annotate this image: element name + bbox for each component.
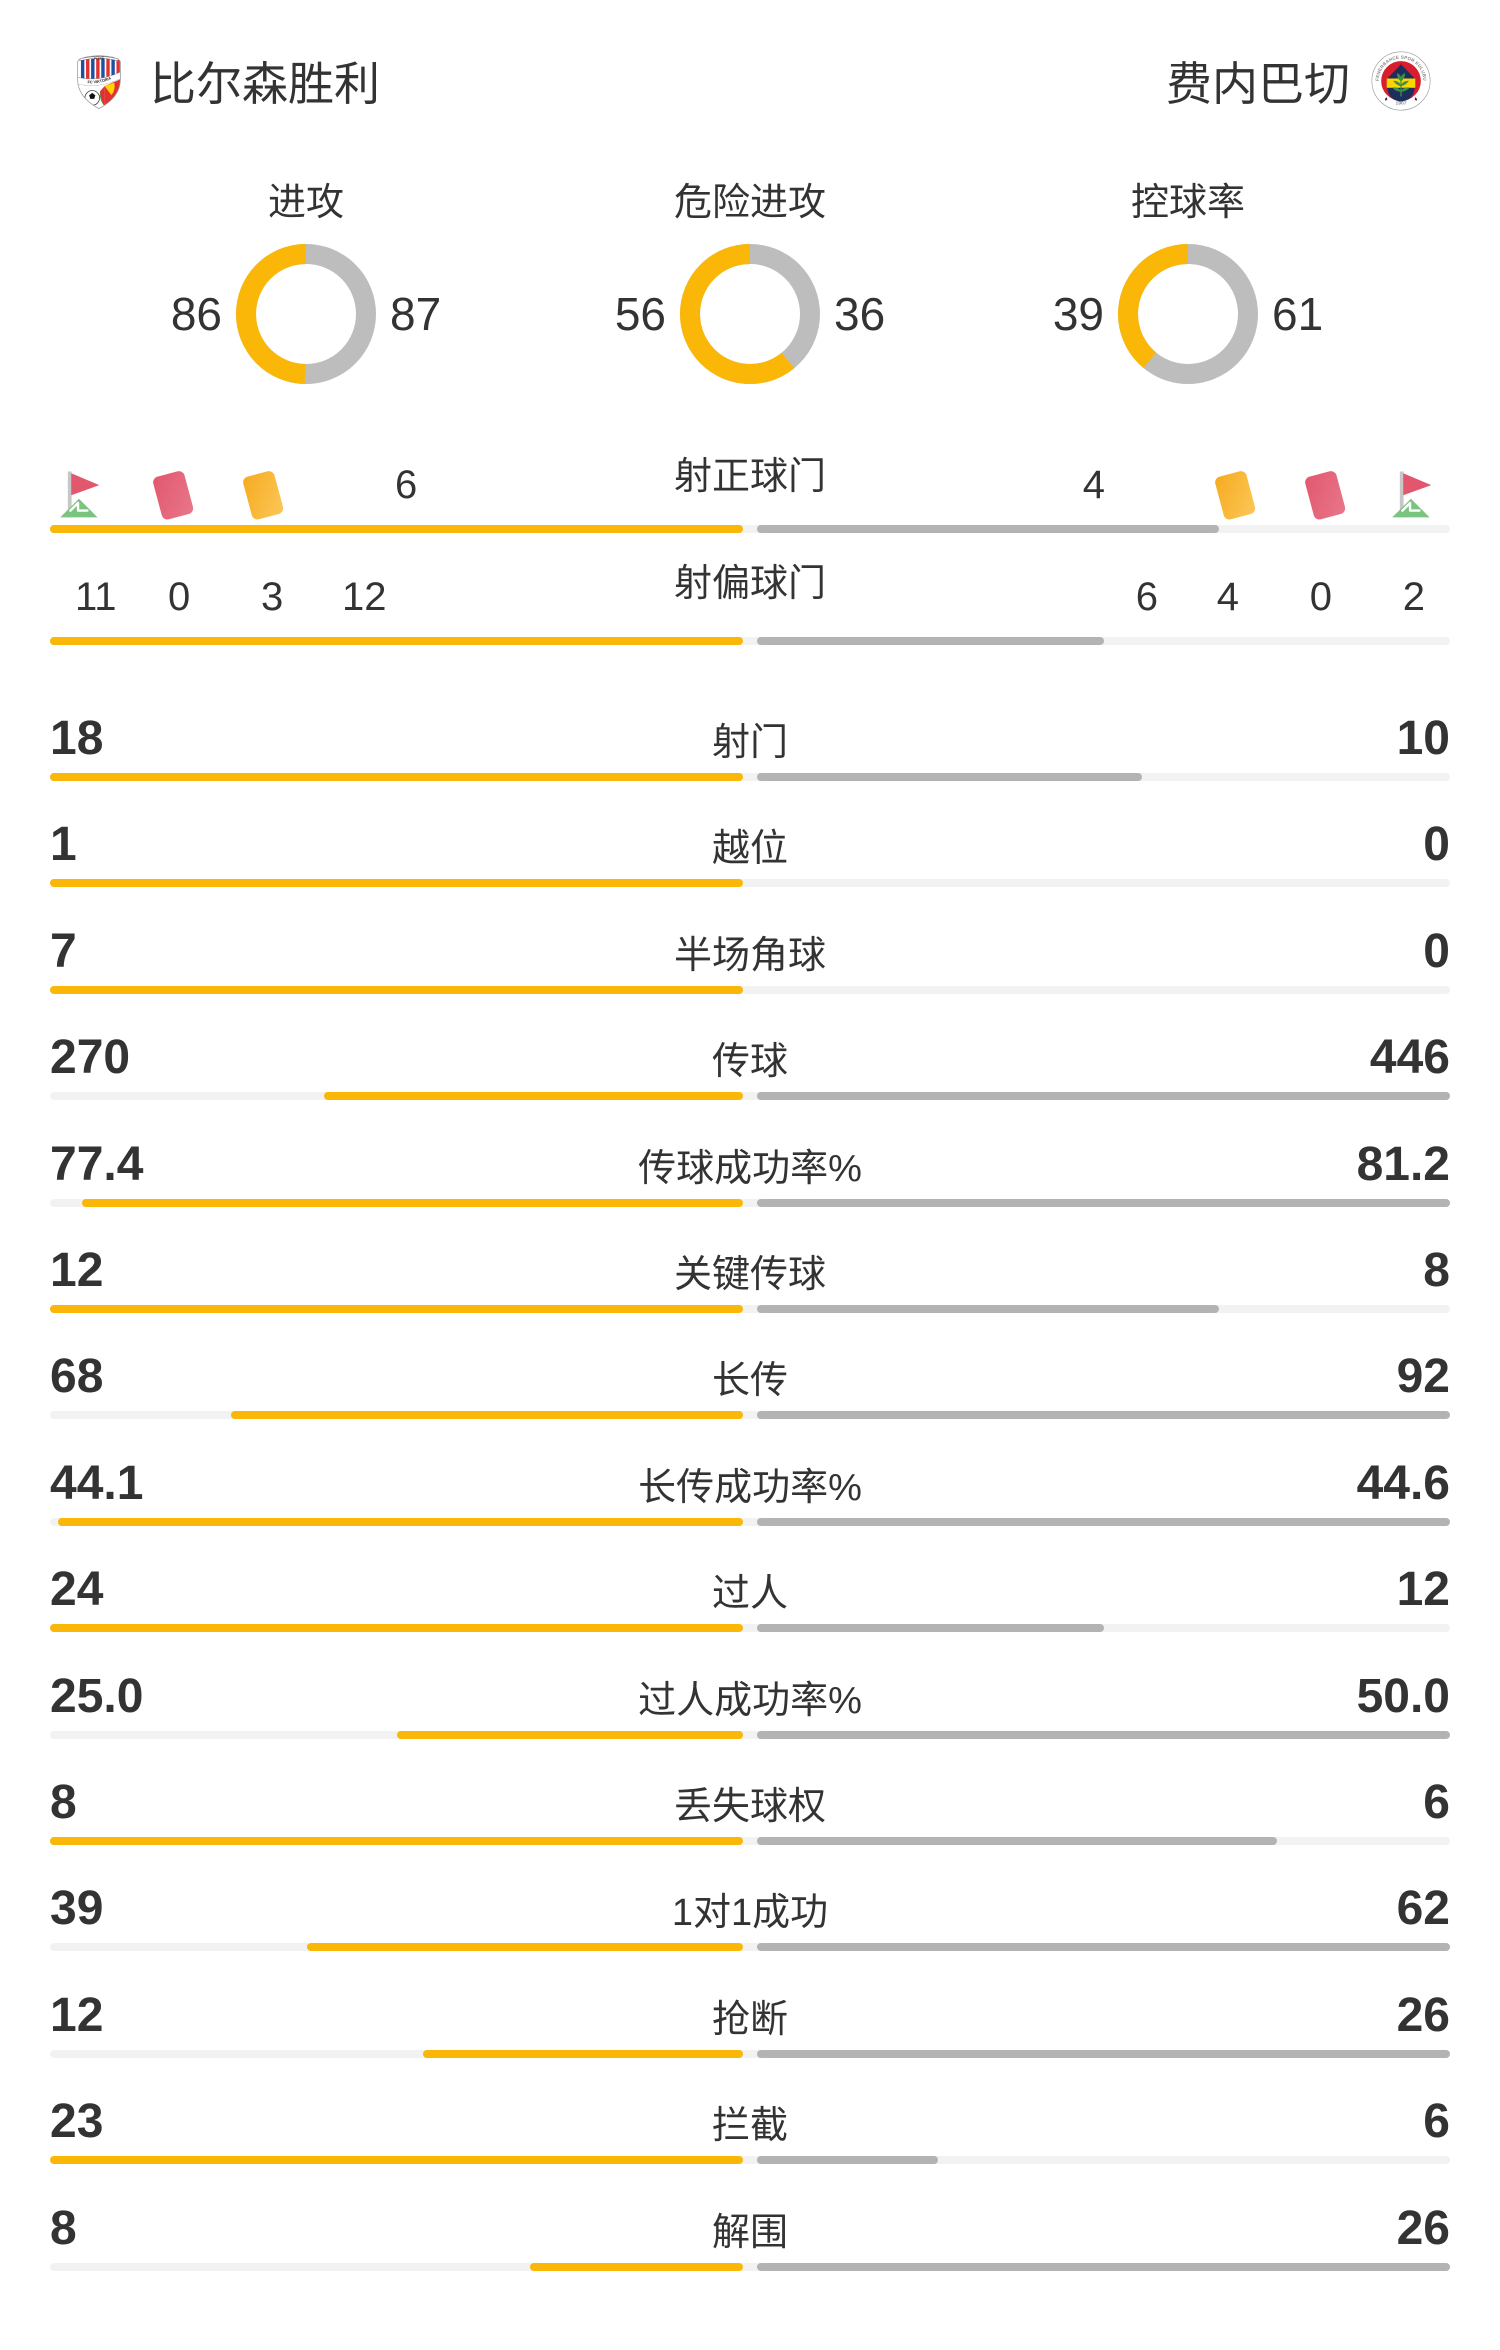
svg-text:PLZEN: PLZEN (94, 56, 104, 60)
svg-text:1907: 1907 (1395, 101, 1406, 107)
